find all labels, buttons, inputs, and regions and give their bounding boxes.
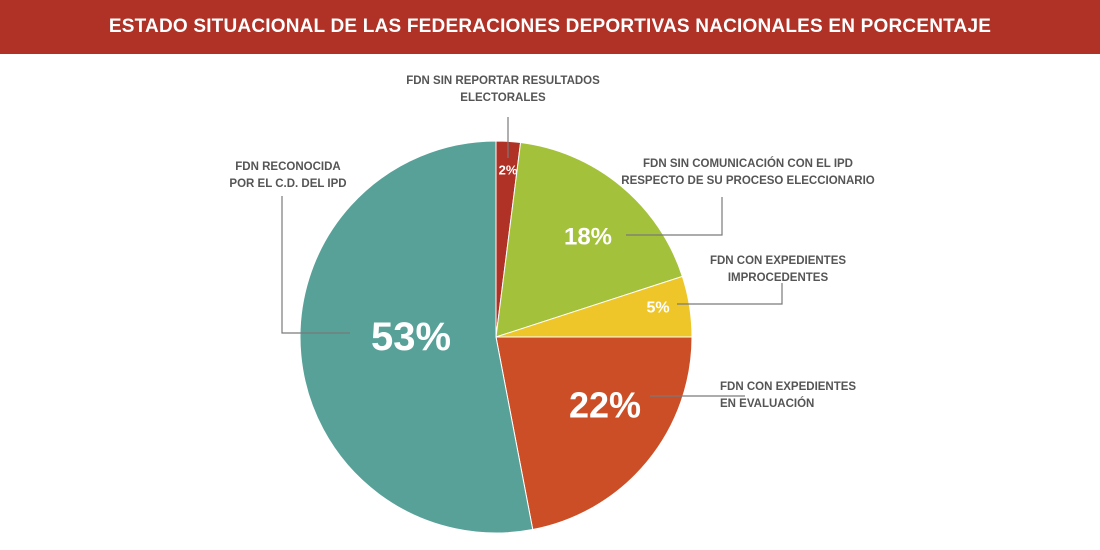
pie-slice-5 [299, 140, 534, 534]
slice-label-2: FDN SIN COMUNICACIÓN CON EL IPD RESPECTO … [621, 157, 875, 187]
leader-line-3 [677, 283, 783, 305]
pie-slice-2 [495, 141, 684, 338]
slice-label-5: FDN RECONOCIDA POR EL C.D. DEL IPD [229, 161, 346, 190]
leader-line-5 [281, 196, 350, 334]
pie-slice-4 [495, 336, 693, 531]
slice-label-4: FDN CON EXPEDIENTES EN EVALUACIÓN [720, 381, 856, 410]
chart-title: ESTADO SITUACIONAL DE LAS FEDERACIONES D… [108, 16, 992, 37]
leader-line-2 [626, 197, 723, 236]
slice-value-4: 22% [569, 385, 641, 426]
slice-label-1: FDN SIN REPORTAR RESULTADOS ELECTORALES [406, 75, 600, 104]
slice-value-2: 18% [564, 224, 612, 251]
slice-value-1: 2% [499, 163, 518, 178]
slice-value-3: 5% [646, 300, 669, 317]
slice-value-5: 53% [371, 315, 451, 359]
slice-label-3: FDN CON EXPEDIENTES IMPROCEDENTES [710, 255, 846, 284]
title-bar: ESTADO SITUACIONAL DE LAS FEDERACIONES D… [0, 0, 1100, 54]
